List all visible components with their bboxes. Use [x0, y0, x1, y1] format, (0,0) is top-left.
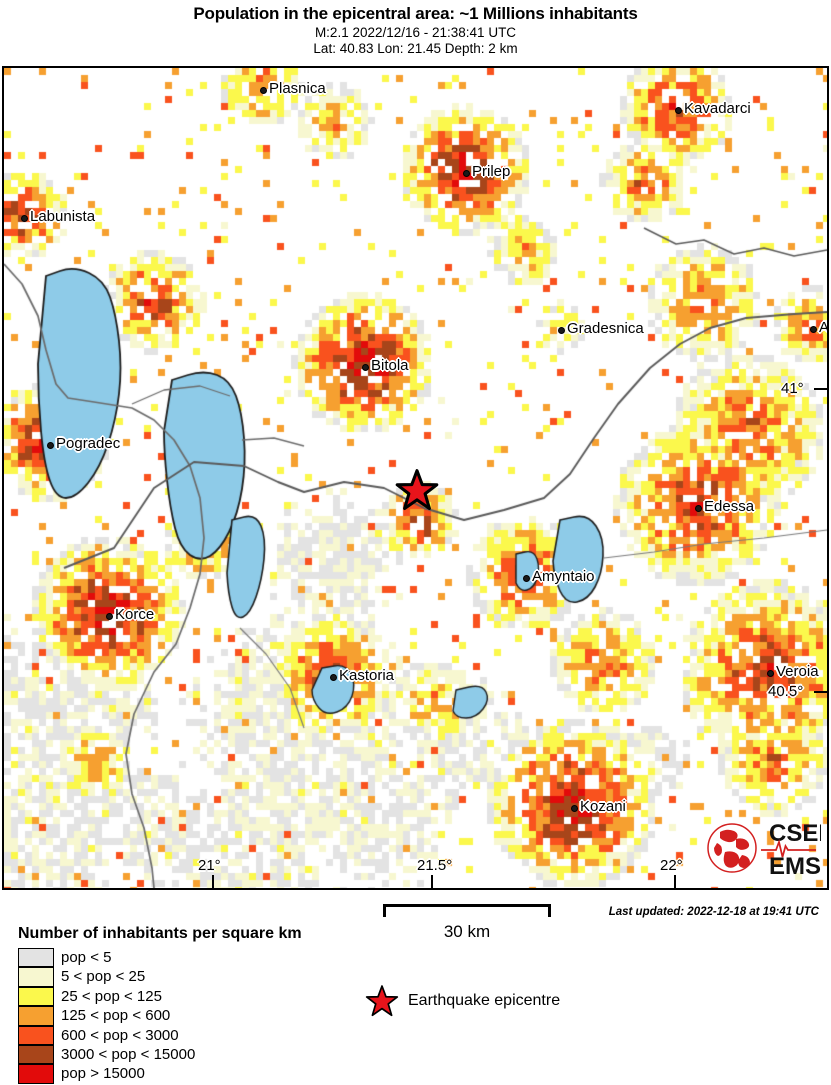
svg-text:CSEM: CSEM: [769, 820, 821, 847]
legend-range-label: 3000 < pop < 15000: [61, 1045, 196, 1063]
scale-bar: [383, 904, 551, 918]
scale-bar-label: 30 km: [443, 922, 491, 941]
legend-row: pop < 5: [18, 948, 195, 968]
graticule-tick: [674, 875, 676, 888]
event-magnitude-time: M:2.1 2022/12/16 - 21:38:41 UTC: [314, 25, 517, 40]
graticule-label-lon: 21°: [198, 857, 221, 874]
csem-emsc-logo: CSEM EMSC: [707, 820, 821, 880]
legend-epicentre-entry: Earthquake epicentre: [365, 984, 560, 1018]
legend-epicentre-label: Earthquake epicentre: [408, 992, 561, 1009]
graticule-tick: [431, 875, 433, 888]
legend-row: 3000 < pop < 15000: [18, 1044, 196, 1065]
legend-title: Number of inhabitants per square km: [18, 925, 302, 942]
legend-range-label: 5 < pop < 25: [61, 968, 146, 986]
legend-range-label: pop < 5: [61, 949, 112, 966]
map-raster-layer: [4, 68, 827, 888]
legend-range-label: 600 < pop < 3000: [61, 1026, 179, 1044]
legend-row: 25 < pop < 125: [18, 986, 195, 1007]
population-density-map[interactable]: CSEM EMSC PlasnicaKavadarciPrilepLabunis…: [2, 66, 829, 890]
graticule-tick: [814, 691, 827, 693]
legend-range-label: pop > 15000: [61, 1065, 145, 1083]
last-updated-text: Last updated: 2022-12-18 at 19:41 UTC: [608, 906, 819, 918]
page-title: Population in the epicentral area: ~1 Mi…: [193, 4, 638, 23]
legend-row: 600 < pop < 3000: [18, 1025, 195, 1045]
legend-color-swatch: [18, 948, 54, 968]
graticule-label-lon: 22°: [660, 857, 683, 874]
legend-range-label: 125 < pop < 600: [61, 1007, 171, 1025]
graticule-label-lon: 21.5°: [417, 857, 453, 874]
legend-star-icon: [365, 984, 399, 1018]
legend-range-label: 25 < pop < 125: [61, 987, 162, 1005]
legend-color-swatch: [18, 1044, 54, 1065]
legend-row: pop > 15000: [18, 1064, 195, 1084]
legend-color-swatch: [18, 1006, 54, 1026]
graticule-label-lat: 41°: [781, 380, 804, 397]
legend-list: pop < 5 5 < pop < 25 25 < pop < 125 125 < p…: [18, 948, 195, 1084]
graticule-tick: [814, 388, 827, 390]
legend-color-swatch: [18, 967, 54, 987]
legend-color-swatch: [18, 986, 54, 1007]
legend-row: 125 < pop < 600: [18, 1006, 195, 1026]
event-location-depth: Lat: 40.83 Lon: 21.45 Depth: 2 km: [313, 41, 518, 56]
title-block: Population in the epicentral area: ~1 Mi…: [0, 0, 831, 57]
legend-color-swatch: [18, 1025, 54, 1045]
legend-color-swatch: [18, 1064, 54, 1084]
graticule-tick: [212, 875, 214, 888]
legend-row: 5 < pop < 25: [18, 967, 195, 987]
svg-text:EMSC: EMSC: [769, 853, 821, 880]
graticule-label-lat: 40.5°: [768, 683, 804, 700]
